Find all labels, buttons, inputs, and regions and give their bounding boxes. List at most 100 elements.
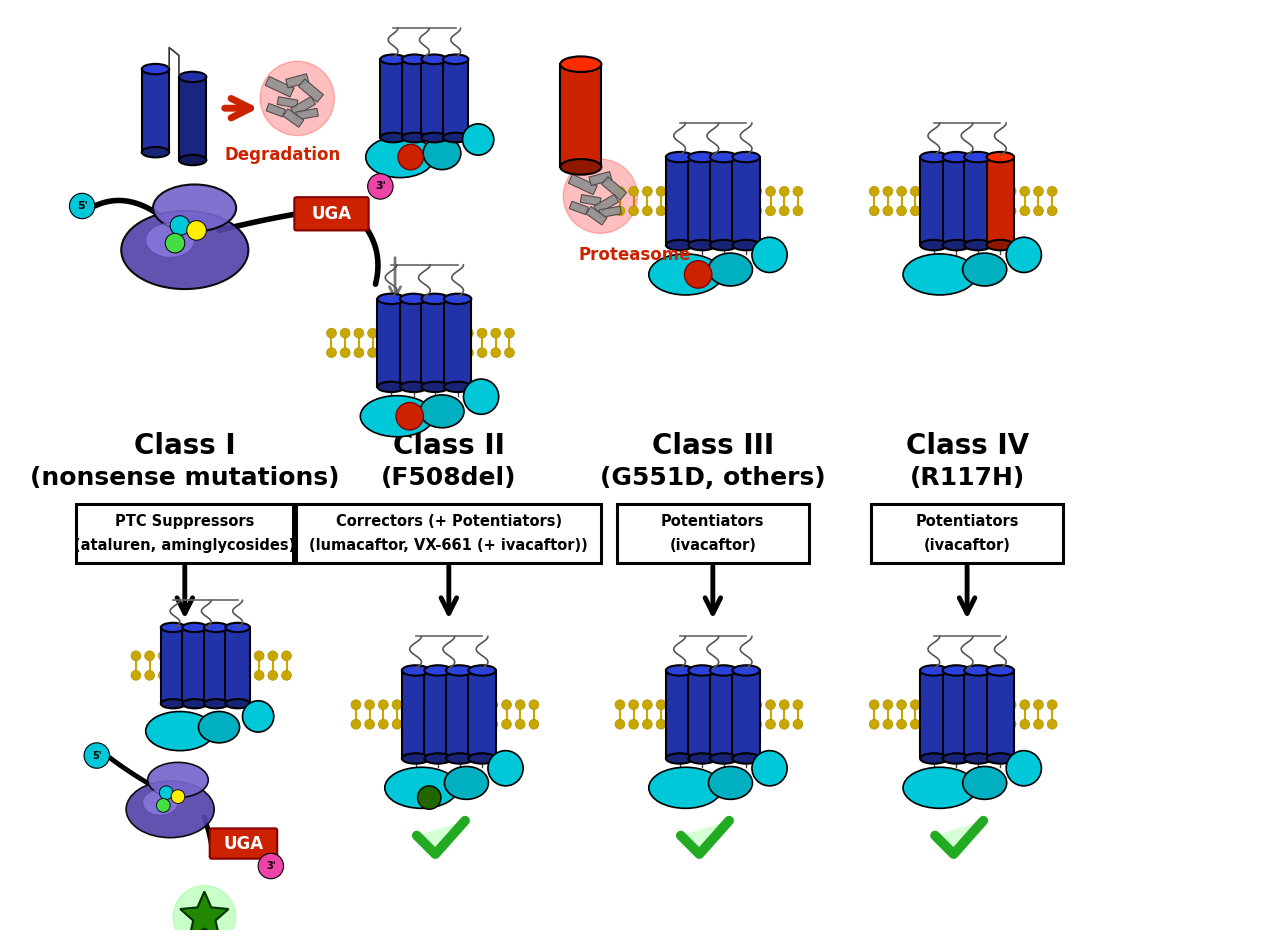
Circle shape bbox=[751, 206, 762, 216]
Circle shape bbox=[326, 348, 337, 357]
Circle shape bbox=[751, 237, 787, 273]
Bar bbox=[964, 670, 992, 759]
Text: Class III: Class III bbox=[652, 431, 774, 460]
Ellipse shape bbox=[987, 753, 1014, 763]
Ellipse shape bbox=[902, 254, 977, 295]
Circle shape bbox=[1033, 699, 1043, 710]
Circle shape bbox=[710, 206, 721, 216]
Circle shape bbox=[172, 650, 182, 661]
Bar bbox=[942, 670, 970, 759]
Circle shape bbox=[965, 719, 975, 729]
Circle shape bbox=[260, 61, 334, 135]
Ellipse shape bbox=[732, 753, 760, 763]
Bar bbox=[987, 157, 1014, 245]
Circle shape bbox=[1006, 699, 1016, 710]
Circle shape bbox=[883, 186, 892, 196]
Bar bbox=[225, 627, 250, 704]
Circle shape bbox=[910, 699, 920, 710]
Bar bbox=[987, 670, 1014, 759]
Ellipse shape bbox=[424, 136, 461, 169]
Circle shape bbox=[657, 699, 666, 710]
Ellipse shape bbox=[161, 623, 186, 632]
FancyBboxPatch shape bbox=[870, 504, 1064, 563]
Circle shape bbox=[355, 348, 364, 357]
Circle shape bbox=[379, 719, 388, 729]
Circle shape bbox=[669, 206, 680, 216]
Ellipse shape bbox=[198, 712, 239, 743]
Circle shape bbox=[420, 719, 429, 729]
Circle shape bbox=[504, 348, 515, 357]
Circle shape bbox=[869, 206, 879, 216]
Circle shape bbox=[643, 186, 653, 196]
Ellipse shape bbox=[689, 240, 716, 250]
Circle shape bbox=[685, 260, 712, 289]
Bar bbox=[666, 157, 694, 245]
Ellipse shape bbox=[468, 666, 495, 676]
Circle shape bbox=[951, 699, 961, 710]
Ellipse shape bbox=[361, 396, 434, 437]
Bar bbox=[402, 59, 428, 137]
Circle shape bbox=[282, 650, 292, 661]
Ellipse shape bbox=[561, 56, 602, 72]
Circle shape bbox=[616, 186, 625, 196]
Circle shape bbox=[1006, 719, 1016, 729]
Bar bbox=[561, 64, 602, 167]
Ellipse shape bbox=[964, 666, 992, 676]
Circle shape bbox=[938, 206, 947, 216]
Bar bbox=[425, 670, 452, 759]
Ellipse shape bbox=[402, 55, 428, 64]
Ellipse shape bbox=[649, 767, 722, 808]
Circle shape bbox=[379, 699, 388, 710]
Ellipse shape bbox=[147, 762, 209, 797]
Circle shape bbox=[616, 719, 625, 729]
Bar bbox=[179, 77, 206, 160]
Bar bbox=[580, 195, 600, 206]
Ellipse shape bbox=[666, 753, 694, 763]
Ellipse shape bbox=[443, 133, 468, 142]
Ellipse shape bbox=[987, 666, 1014, 676]
Circle shape bbox=[1006, 186, 1016, 196]
Ellipse shape bbox=[689, 666, 716, 676]
Text: (ivacaftor): (ivacaftor) bbox=[669, 538, 756, 553]
Circle shape bbox=[910, 186, 920, 196]
Text: Proteasome: Proteasome bbox=[579, 246, 691, 264]
Circle shape bbox=[1033, 186, 1043, 196]
Circle shape bbox=[490, 348, 500, 357]
Ellipse shape bbox=[920, 152, 947, 163]
Circle shape bbox=[172, 790, 184, 804]
Circle shape bbox=[351, 719, 361, 729]
Circle shape bbox=[475, 699, 484, 710]
Ellipse shape bbox=[421, 133, 447, 142]
Circle shape bbox=[710, 186, 721, 196]
Bar bbox=[204, 627, 228, 704]
Text: 5': 5' bbox=[92, 750, 101, 760]
Circle shape bbox=[616, 206, 625, 216]
Circle shape bbox=[396, 328, 404, 338]
Ellipse shape bbox=[920, 240, 947, 250]
Circle shape bbox=[657, 186, 666, 196]
Circle shape bbox=[436, 328, 445, 338]
Circle shape bbox=[463, 328, 474, 338]
Bar bbox=[296, 108, 319, 119]
Circle shape bbox=[504, 328, 515, 338]
Circle shape bbox=[1047, 206, 1057, 216]
Circle shape bbox=[516, 719, 525, 729]
Ellipse shape bbox=[710, 152, 737, 163]
Text: (R117H): (R117H) bbox=[910, 466, 1025, 490]
Circle shape bbox=[463, 348, 474, 357]
Ellipse shape bbox=[963, 253, 1006, 286]
Ellipse shape bbox=[378, 293, 404, 304]
Ellipse shape bbox=[122, 211, 248, 290]
Circle shape bbox=[869, 186, 879, 196]
Circle shape bbox=[165, 233, 184, 253]
Bar bbox=[689, 670, 716, 759]
Ellipse shape bbox=[561, 159, 602, 175]
Circle shape bbox=[897, 699, 906, 710]
Circle shape bbox=[710, 699, 721, 710]
Circle shape bbox=[628, 206, 639, 216]
Circle shape bbox=[794, 186, 803, 196]
Circle shape bbox=[1020, 186, 1029, 196]
Ellipse shape bbox=[366, 136, 434, 178]
Circle shape bbox=[340, 328, 349, 338]
Circle shape bbox=[724, 699, 735, 710]
